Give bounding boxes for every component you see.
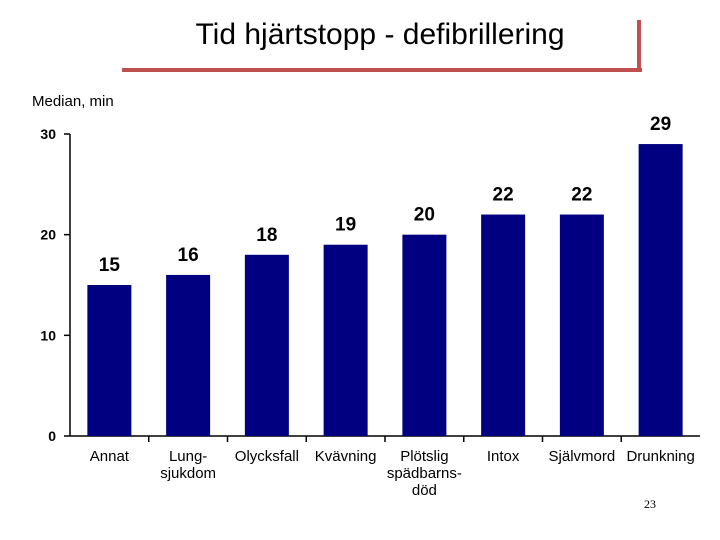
category-label: Lung-	[169, 448, 207, 465]
category-label: Kvävning	[315, 448, 377, 465]
category-label: Självmord	[549, 448, 616, 465]
category-label: Intox	[487, 448, 520, 465]
slide-title: Tid hjärtstopp - defibrillering	[195, 18, 565, 51]
category-label: spädbarns-	[387, 465, 462, 482]
category-label: Annat	[90, 448, 130, 465]
data-label: 15	[99, 255, 121, 276]
y-tick-label: 20	[40, 227, 56, 243]
bar	[638, 144, 683, 437]
data-label: 20	[414, 205, 435, 226]
category-label: Plötslig	[400, 448, 448, 465]
title-vertical-rule	[637, 20, 641, 72]
page-number: 23	[644, 497, 656, 511]
title-underline	[122, 68, 642, 72]
bar	[244, 254, 289, 436]
data-label: 22	[493, 185, 514, 206]
data-label: 16	[178, 245, 199, 266]
bar	[559, 214, 604, 436]
y-axis-label: Median, min	[32, 93, 114, 110]
bar	[87, 285, 132, 436]
data-label: 19	[335, 215, 356, 236]
data-label: 18	[256, 225, 277, 246]
bar	[481, 214, 526, 436]
bar	[166, 274, 211, 436]
category-label: Drunkning	[626, 448, 694, 465]
category-label: död	[412, 482, 437, 499]
category-label: sjukdom	[160, 465, 216, 482]
y-tick-label: 0	[48, 428, 56, 444]
data-label: 29	[650, 114, 671, 135]
bar	[402, 234, 447, 436]
bar	[323, 244, 368, 436]
y-tick-label: 30	[40, 126, 56, 142]
data-label: 22	[571, 185, 592, 206]
category-label: Olycksfall	[235, 448, 299, 465]
y-tick-label: 10	[40, 327, 56, 343]
